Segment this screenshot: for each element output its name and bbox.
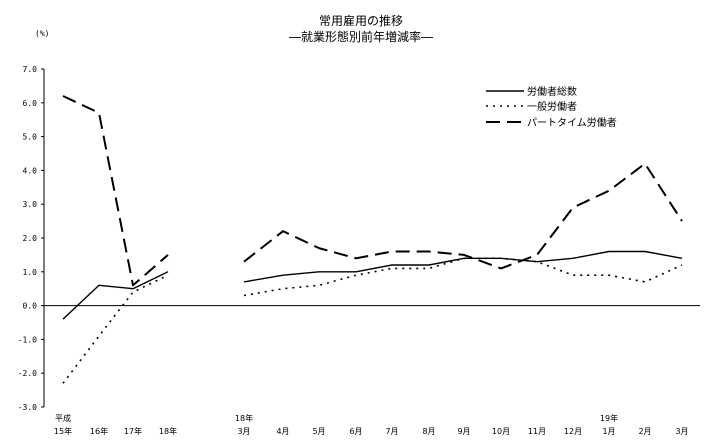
x-tick-label: 11月 (528, 427, 546, 436)
x-tick-label: 9月 (457, 427, 470, 436)
chart-subtitle: ―就業形態別前年増減率― (289, 29, 433, 44)
x-tick-label: 18年 (159, 426, 177, 436)
series-line-2 (243, 257, 683, 297)
series-line-2 (62, 274, 169, 384)
x-tick-label: 5月 (312, 427, 325, 436)
series-line-3 (243, 162, 683, 270)
y-tick-label: 2.0 (23, 234, 38, 243)
y-tick-label: -2.0 (18, 369, 37, 378)
x-tick-label: 3月 (237, 427, 250, 436)
y-tick-label: 5.0 (23, 133, 38, 142)
y-axis-label: (%) (35, 29, 49, 38)
y-tick-label: -3.0 (18, 403, 37, 412)
y-tick-label: 0.0 (23, 302, 38, 311)
x-tick-label: 10月 (492, 427, 510, 436)
x-tick-label: 17年 (124, 426, 142, 436)
x-tick-label: 16年 (90, 426, 108, 436)
legend-label: 労働者総数 (527, 85, 577, 98)
y-tick-label: 1.0 (23, 268, 38, 277)
x-tick-label: 6月 (349, 427, 362, 436)
y-tick-label: 6.0 (23, 99, 38, 108)
y-tick-label: 4.0 (23, 166, 38, 175)
x-tick-label: 3月 (675, 427, 688, 436)
x-tick-label: 1月 (602, 427, 615, 436)
legend-label: パートタイム労働者 (527, 116, 617, 129)
y-tick-label: -1.0 (18, 335, 37, 344)
x-tick-label: 4月 (276, 427, 289, 436)
y-tick-label: 7.0 (23, 65, 38, 74)
x-tick-upper-label: 19年 (600, 413, 618, 423)
y-tick-label: 3.0 (23, 200, 38, 209)
chart-title: 常用雇用の推移 (319, 13, 403, 28)
x-tick-label: 7月 (385, 427, 398, 436)
series-line-1 (62, 271, 169, 320)
x-tick-label: 8月 (422, 427, 435, 436)
legend-label: 一般労働者 (527, 100, 577, 113)
x-tick-label: 12月 (564, 427, 582, 436)
series-line-3 (62, 95, 169, 287)
x-tick-label: 15年 (54, 426, 72, 436)
x-tick-label: 2月 (638, 427, 651, 436)
x-tick-upper-label: 平成 (55, 413, 71, 423)
x-tick-upper-label: 18年 (235, 413, 253, 423)
